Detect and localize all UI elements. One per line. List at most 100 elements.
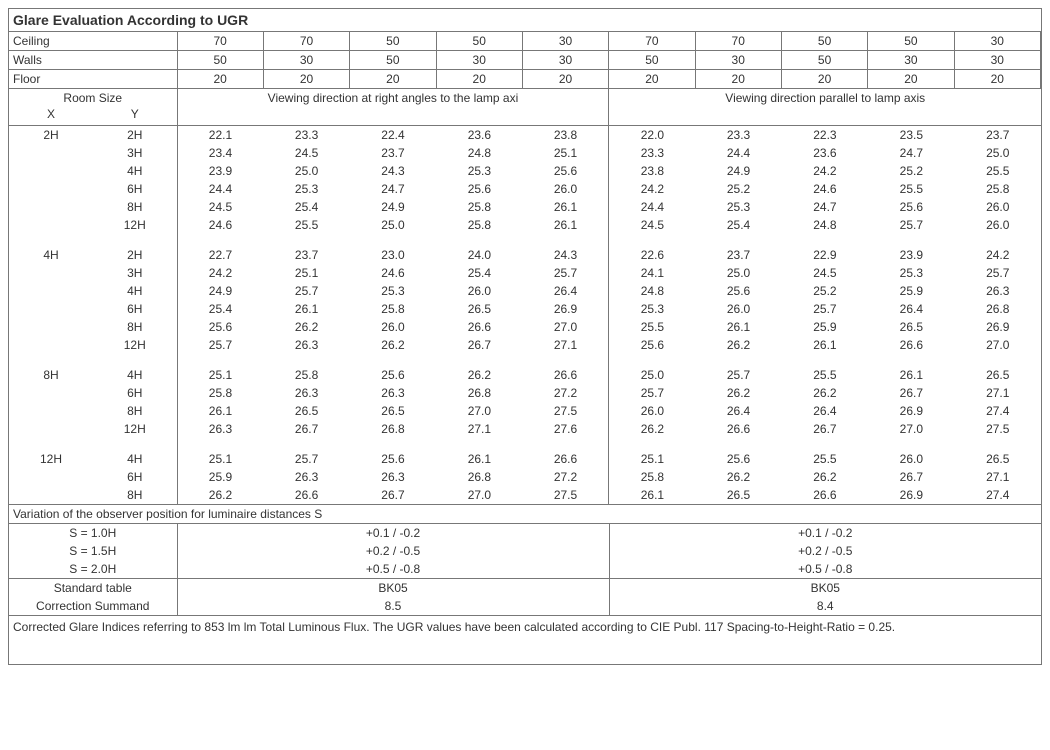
cell: 30 [436,51,522,70]
value-cell: 25.3 [436,162,522,180]
x-cell [9,300,93,318]
x-cell [9,420,93,438]
x-cell [9,180,93,198]
value-cell: 26.1 [436,450,522,468]
value-cell: 26.7 [350,486,436,505]
value-cell: 25.8 [350,300,436,318]
value-cell: 25.8 [436,198,522,216]
value-cell: 26.0 [955,198,1041,216]
value-cell: 24.2 [177,264,263,282]
value-cell: 25.7 [695,366,781,384]
value-cell: 27.2 [523,384,609,402]
value-cell: 26.3 [350,384,436,402]
y-cell: 3H [93,264,177,282]
value-cell: 26.7 [782,420,868,438]
table-row: 6H25.926.326.326.827.225.826.226.226.727… [9,468,1041,486]
y-cell: 3H [93,144,177,162]
value-cell: 23.4 [177,144,263,162]
y-cell: 4H [93,282,177,300]
value-cell: 26.5 [263,402,349,420]
standard-table-right: BK05 [609,579,1041,597]
value-cell: 24.2 [609,180,695,198]
spacer-row [9,234,1041,246]
value-cell: 26.9 [955,318,1041,336]
value-cell: 26.3 [350,468,436,486]
room-size-header: Room Size [9,89,177,107]
variation-right: +0.1 / -0.2 [609,524,1041,542]
variation-left: +0.2 / -0.5 [177,542,609,560]
value-cell: 26.4 [523,282,609,300]
correction-label: Correction Summand [9,597,177,616]
x-cell: 8H [9,366,93,384]
variation-left: +0.1 / -0.2 [177,524,609,542]
y-cell: 8H [93,486,177,505]
value-cell: 25.7 [523,264,609,282]
y-cell: 6H [93,468,177,486]
value-cell: 27.1 [955,468,1041,486]
value-cell: 23.3 [263,126,349,144]
cell: 20 [868,70,954,89]
value-cell: 25.0 [695,264,781,282]
ugr-table-container: Glare Evaluation According to UGR Ceilin… [8,8,1042,665]
value-cell: 27.1 [955,384,1041,402]
value-cell: 25.4 [177,300,263,318]
x-cell [9,144,93,162]
cell: 30 [263,51,349,70]
s-label: S = 2.0H [9,560,177,579]
value-cell: 24.8 [782,216,868,234]
y-cell: 8H [93,402,177,420]
value-cell: 26.5 [695,486,781,505]
value-cell: 25.1 [609,450,695,468]
value-cell: 26.8 [436,384,522,402]
footer-note: Corrected Glare Indices referring to 853… [9,616,1041,664]
value-cell: 25.5 [782,450,868,468]
value-cell: 25.7 [955,264,1041,282]
surface-params-table: Ceiling 70 70 50 50 30 70 70 50 50 30 Wa… [9,32,1041,89]
value-cell: 26.6 [523,450,609,468]
table-row: 12H4H25.125.725.626.126.625.125.625.526.… [9,450,1041,468]
value-cell: 25.5 [263,216,349,234]
x-cell [9,468,93,486]
table-row: 6H24.425.324.725.626.024.225.224.625.525… [9,180,1041,198]
value-cell: 25.6 [695,282,781,300]
x-cell [9,264,93,282]
table-row: 3H23.424.523.724.825.123.324.423.624.725… [9,144,1041,162]
cell: 50 [436,32,522,51]
value-cell: 24.6 [177,216,263,234]
value-cell: 26.3 [263,468,349,486]
value-cell: 25.3 [868,264,954,282]
value-cell: 25.6 [177,318,263,336]
value-cell: 26.4 [782,402,868,420]
ceiling-label: Ceiling [9,32,177,51]
value-cell: 26.2 [782,384,868,402]
cell: 20 [263,70,349,89]
value-cell: 24.8 [609,282,695,300]
variation-right: +0.5 / -0.8 [609,560,1041,579]
page-title: Glare Evaluation According to UGR [9,9,1041,32]
value-cell: 24.9 [350,198,436,216]
value-cell: 26.1 [523,198,609,216]
value-cell: 25.8 [436,216,522,234]
value-cell: 26.5 [868,318,954,336]
value-cell: 26.1 [177,402,263,420]
table-row: 12H25.726.326.226.727.125.626.226.126.62… [9,336,1041,354]
cell: 20 [954,70,1040,89]
x-cell [9,198,93,216]
value-cell: 25.1 [177,450,263,468]
value-cell: 25.0 [263,162,349,180]
value-cell: 27.1 [436,420,522,438]
value-cell: 24.7 [868,144,954,162]
cell: 20 [781,70,867,89]
value-cell: 25.6 [695,450,781,468]
x-cell [9,216,93,234]
value-cell: 26.1 [868,366,954,384]
table-row: 6H25.826.326.326.827.225.726.226.226.727… [9,384,1041,402]
table-row: 4H2H22.723.723.024.024.322.623.722.923.9… [9,246,1041,264]
value-cell: 27.0 [523,318,609,336]
value-cell: 23.8 [523,126,609,144]
y-cell: 4H [93,162,177,180]
y-cell: 6H [93,300,177,318]
value-cell: 26.9 [868,402,954,420]
value-cell: 26.8 [350,420,436,438]
value-cell: 25.6 [350,366,436,384]
